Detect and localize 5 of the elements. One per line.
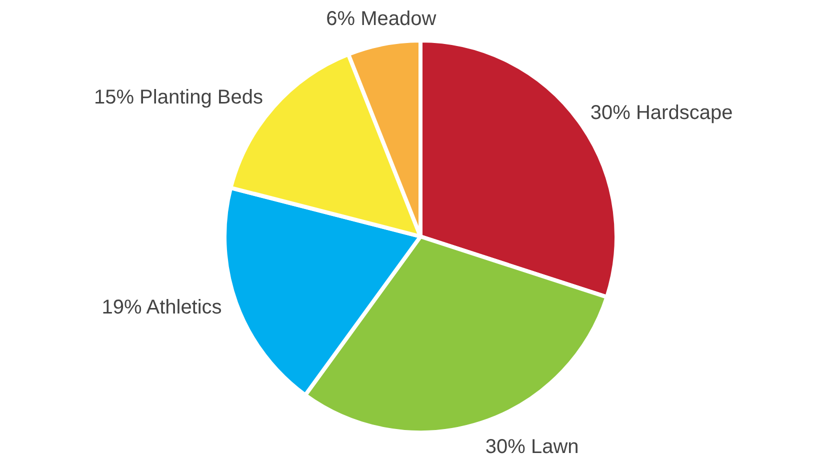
slice-label: 19% Athletics xyxy=(102,296,222,319)
slice-label: 15% Planting Beds xyxy=(94,86,263,109)
slice-label: 30% Hardscape xyxy=(590,102,733,124)
slice-label: 6% Meadow xyxy=(326,8,437,30)
slice-label: 30% Lawn xyxy=(485,436,579,458)
